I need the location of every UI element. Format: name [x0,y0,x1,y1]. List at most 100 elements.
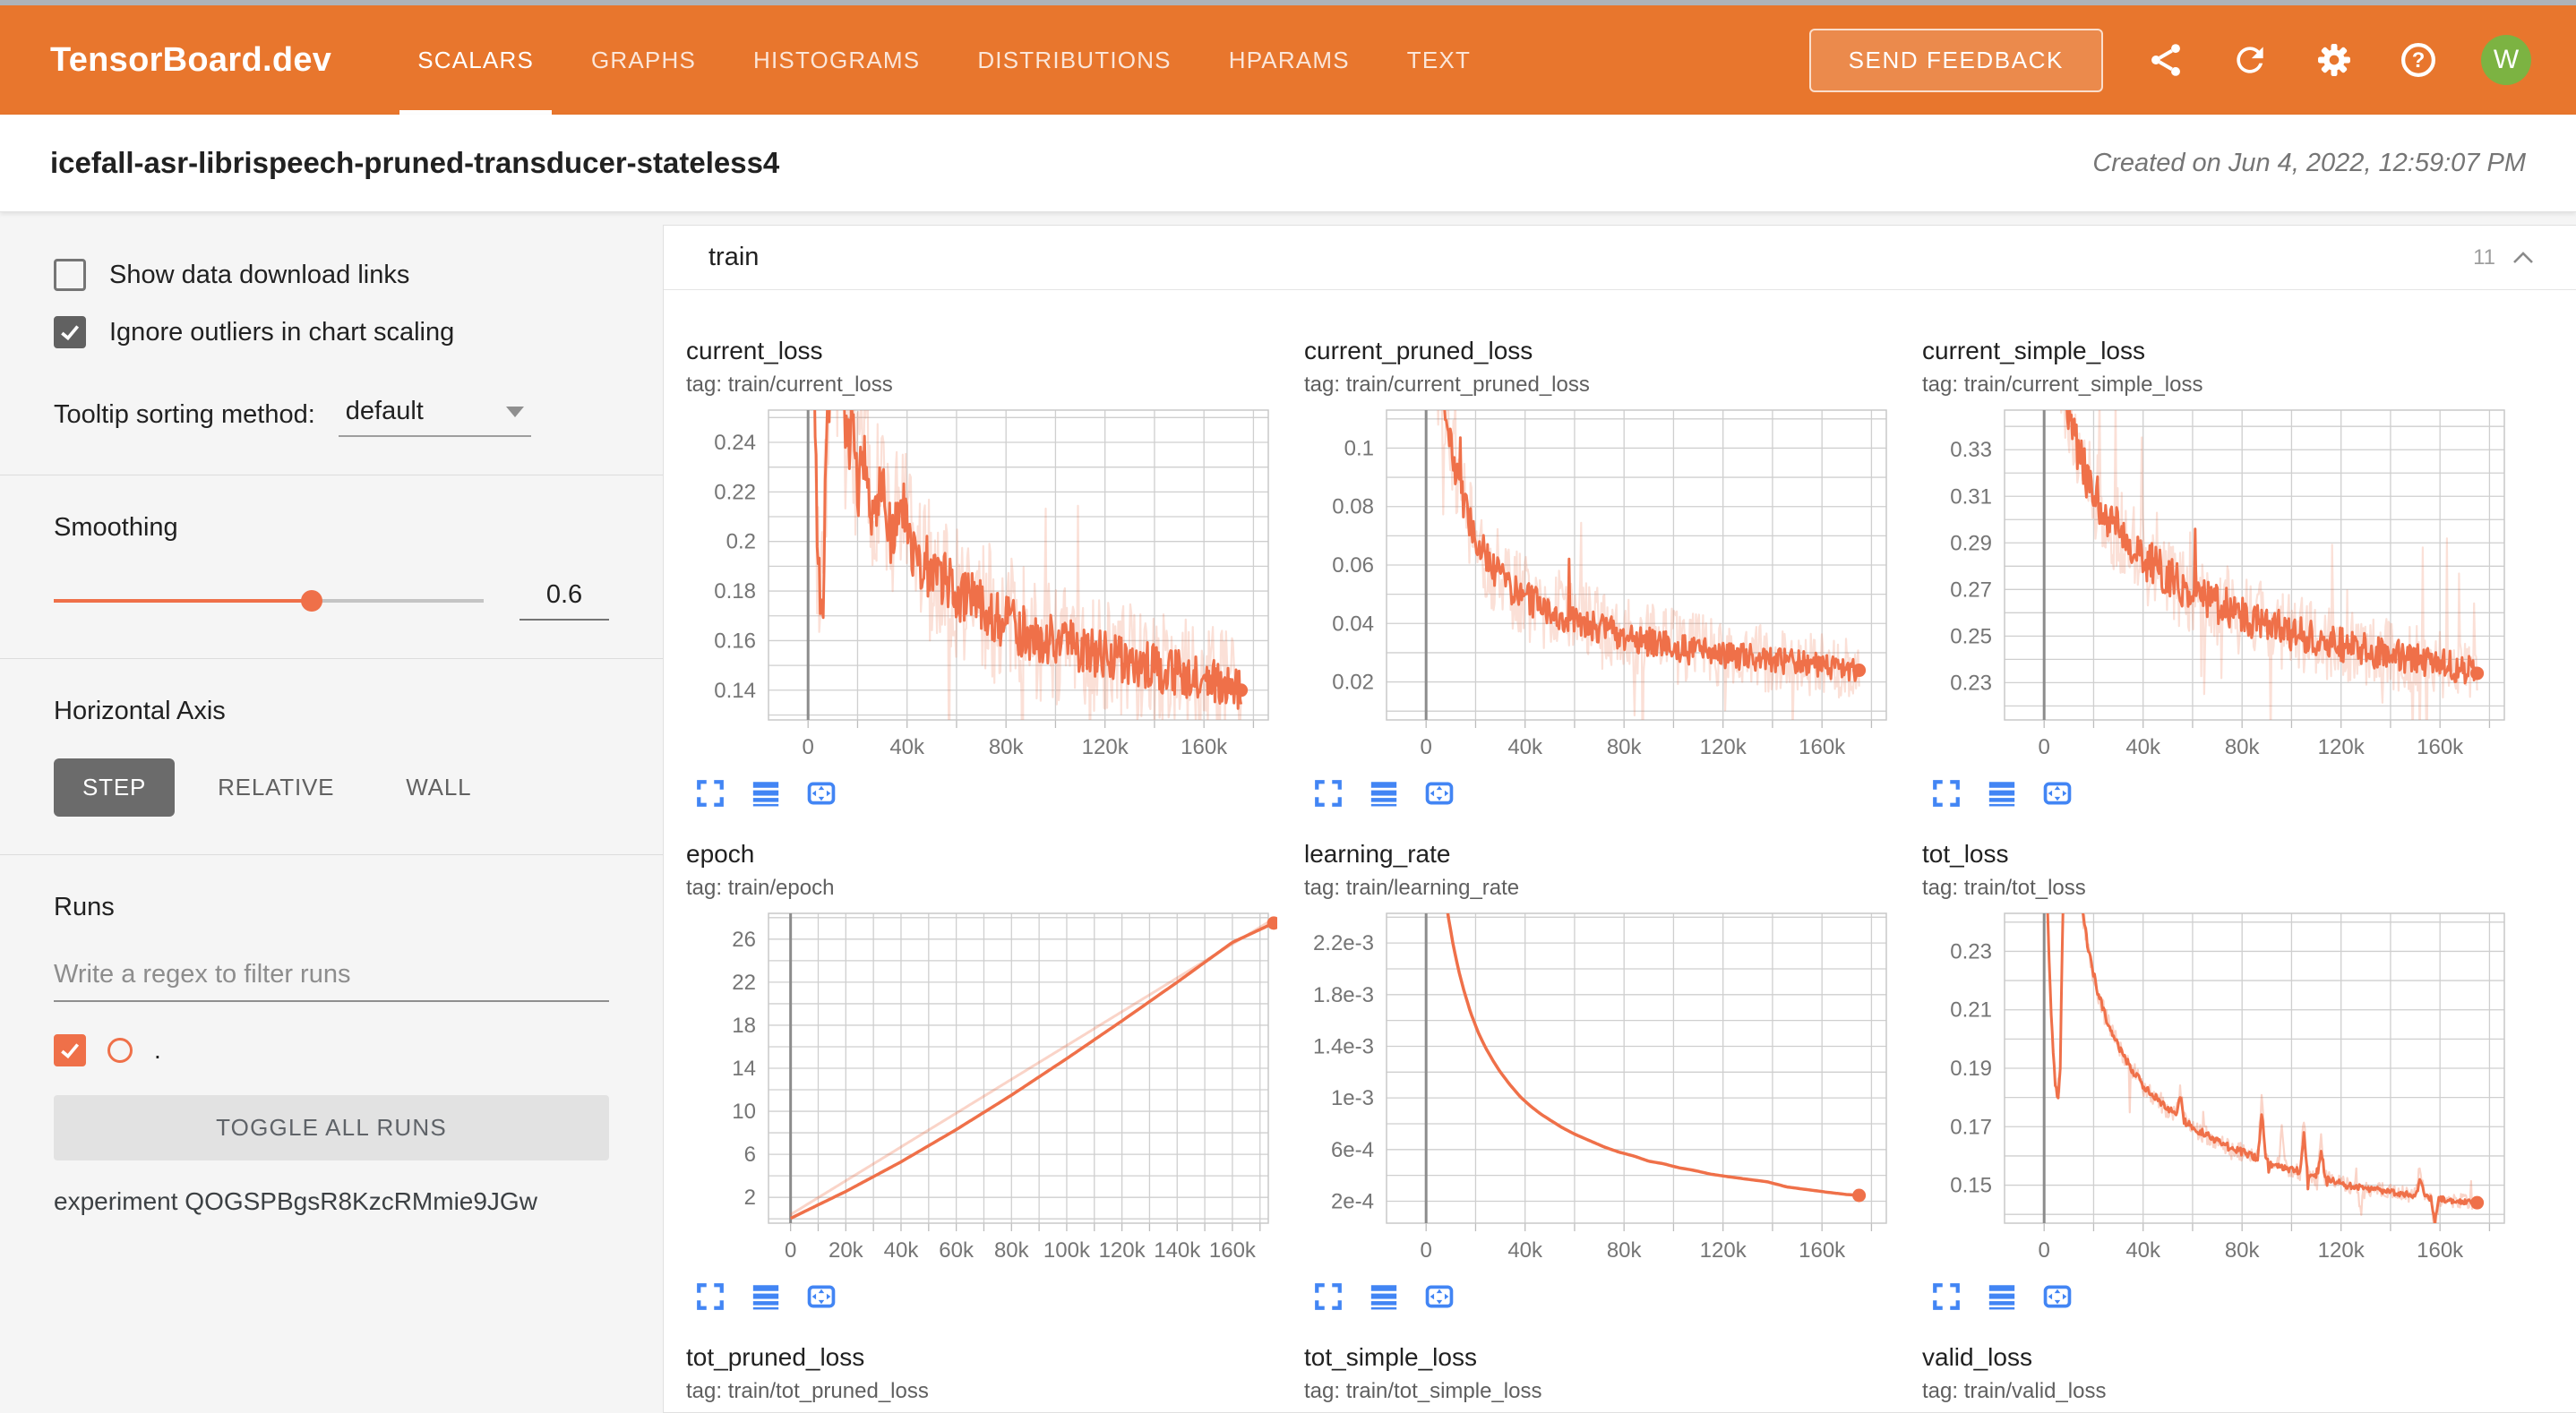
fit-domain-button[interactable] [1421,774,1460,813]
fit-domain-button[interactable] [803,774,842,813]
svg-text:18: 18 [732,1014,756,1038]
svg-text:26: 26 [732,928,756,952]
svg-text:0.08: 0.08 [1332,495,1374,519]
tab-hparams[interactable]: HPARAMS [1228,46,1350,73]
expand-chart-button[interactable] [1928,774,1967,813]
toggle-log-scale-button[interactable] [1983,774,2022,813]
tab-distributions[interactable]: DISTRIBUTIONS [977,46,1172,73]
run-color-swatch[interactable] [107,1038,133,1063]
tab-graphs[interactable]: GRAPHS [590,46,696,73]
share-icon [2151,44,2180,76]
svg-text:20k: 20k [829,1238,864,1263]
toggle-log-scale-button[interactable] [747,1277,786,1316]
svg-text:0.04: 0.04 [1332,612,1374,636]
check-icon [61,325,80,341]
log-scale-icon [1370,1285,1397,1310]
send-feedback-button[interactable]: SEND FEEDBACK [1808,28,2103,92]
experiment-id: experiment QOGSPBgsR8KzcRMmie9JGw [54,1187,537,1215]
slider-fill [54,598,312,603]
chart-card: tot_simple_loss tag: train/tot_simple_lo… [1304,1343,1904,1412]
chevron-up-icon [2513,251,2533,263]
svg-text:10: 10 [732,1100,756,1124]
fit-domain-button[interactable] [2039,774,2078,813]
expand-chart-button[interactable] [1309,1277,1349,1316]
chart-plot[interactable]: 2.2e-3 1.8e-3 1.4e-3 1e-3 6e-4 2e-4 0 40k 80k 120… [1304,910,1895,1275]
avatar[interactable]: W [2481,35,2531,85]
top-navbar: TensorBoard.dev SCALARS GRAPHS HISTOGRAM… [0,5,2576,115]
chart-tag: tag: train/learning_rate [1304,876,1520,900]
chart-plot[interactable]: 0.1 0.08 0.06 0.04 0.02 0 40k 80k 120k 160k [1304,407,1895,772]
slider-handle[interactable] [301,589,322,612]
svg-text:40k: 40k [889,735,925,759]
expand-chart-button[interactable] [1928,1277,1967,1316]
smoothing-slider[interactable] [54,585,484,617]
show-download-links-label: Show data download links [109,260,410,289]
fit-domain-icon [807,1285,836,1308]
train-section-header[interactable]: train 11 [664,226,2576,290]
axis-relative-button[interactable]: RELATIVE [189,758,363,817]
chart-title: valid_loss [1922,1343,2032,1371]
chart-toolbar [1309,1277,1904,1316]
axis-step-button[interactable]: STEP [54,758,176,817]
chart-card: current_simple_loss tag: train/current_s… [1922,337,2522,813]
toggle-log-scale-button[interactable] [747,774,786,813]
svg-text:0.25: 0.25 [1950,624,1992,648]
run-name: . [154,1036,161,1064]
refresh-button[interactable] [2228,39,2271,81]
expand-chart-button[interactable] [1309,774,1349,813]
fit-domain-button[interactable] [2039,1277,2078,1316]
collapse-section-control[interactable]: 11 [2473,245,2535,270]
help-button[interactable]: ? [2397,39,2440,81]
svg-text:0.14: 0.14 [714,679,756,703]
share-button[interactable] [2144,39,2187,81]
train-section-card: train 11 current_loss tag: train/current… [663,225,2576,1413]
tab-histograms[interactable]: HISTOGRAMS [753,46,921,73]
log-scale-icon [752,782,779,807]
svg-text:1.4e-3: 1.4e-3 [1313,1034,1374,1058]
toggle-all-runs-button[interactable]: TOGGLE ALL RUNS [54,1095,609,1160]
show-download-links-checkbox[interactable] [54,259,86,291]
chart-title: tot_loss [1922,840,2009,868]
svg-text:0.23: 0.23 [1950,939,1992,963]
settings-button[interactable] [2313,39,2356,81]
chart-plot[interactable]: 0.33 0.31 0.29 0.27 0.25 0.23 0 40k 80k 120k 160k [1922,407,2513,772]
run-regex-input[interactable] [54,949,609,1002]
tab-scalars[interactable]: SCALARS [389,5,562,115]
svg-text:160k: 160k [1799,1238,1846,1263]
chart-tag: tag: train/tot_pruned_loss [686,1379,929,1403]
chart-plot[interactable]: 26 22 18 14 10 6 2 0 20k 40k 60k 80k 100k 120k 140k 160… [686,910,1277,1275]
svg-text:140k: 140k [1154,1238,1201,1263]
chart-title: learning_rate [1304,840,1451,868]
chart-toolbar [1928,774,2522,813]
svg-text:0: 0 [1421,735,1432,759]
smoothing-value[interactable]: 0.6 [519,580,609,621]
axis-wall-button[interactable]: WALL [377,758,500,817]
expand-chart-button[interactable] [691,774,731,813]
fit-domain-icon [1425,1285,1454,1308]
fullscreen-icon [697,780,724,807]
svg-text:0.2: 0.2 [726,530,756,554]
toggle-log-scale-button[interactable] [1365,774,1404,813]
tooltip-sort-select[interactable]: default [338,391,531,437]
svg-text:2.2e-3: 2.2e-3 [1313,931,1374,955]
chart-plot[interactable]: 0.24 0.22 0.2 0.18 0.16 0.14 0 40k 80k 120k 160k [686,407,1277,772]
show-download-links-row[interactable]: Show data download links [54,259,609,291]
svg-text:160k: 160k [2417,1238,2464,1263]
experiment-title-bar: icefall-asr-librispeech-pruned-transduce… [0,115,2576,212]
fit-domain-button[interactable] [803,1277,842,1316]
toggle-log-scale-button[interactable] [1365,1277,1404,1316]
chart-title: tot_simple_loss [1304,1343,1477,1371]
expand-chart-button[interactable] [691,1277,731,1316]
ignore-outliers-row[interactable]: Ignore outliers in chart scaling [54,316,609,348]
ignore-outliers-checkbox[interactable] [54,316,86,348]
tooltip-sort-value: default [345,397,424,425]
run-checkbox[interactable] [54,1034,86,1066]
chart-plot[interactable]: 0.23 0.21 0.19 0.17 0.15 0 40k 80k 120k 160k [1922,910,2513,1275]
svg-text:80k: 80k [1607,735,1643,759]
chart-tag: tag: train/valid_loss [1922,1379,2107,1403]
svg-text:0.23: 0.23 [1950,671,1992,695]
tab-text[interactable]: TEXT [1406,46,1472,73]
help-icon: ? [2401,43,2435,77]
toggle-log-scale-button[interactable] [1983,1277,2022,1316]
fit-domain-button[interactable] [1421,1277,1460,1316]
